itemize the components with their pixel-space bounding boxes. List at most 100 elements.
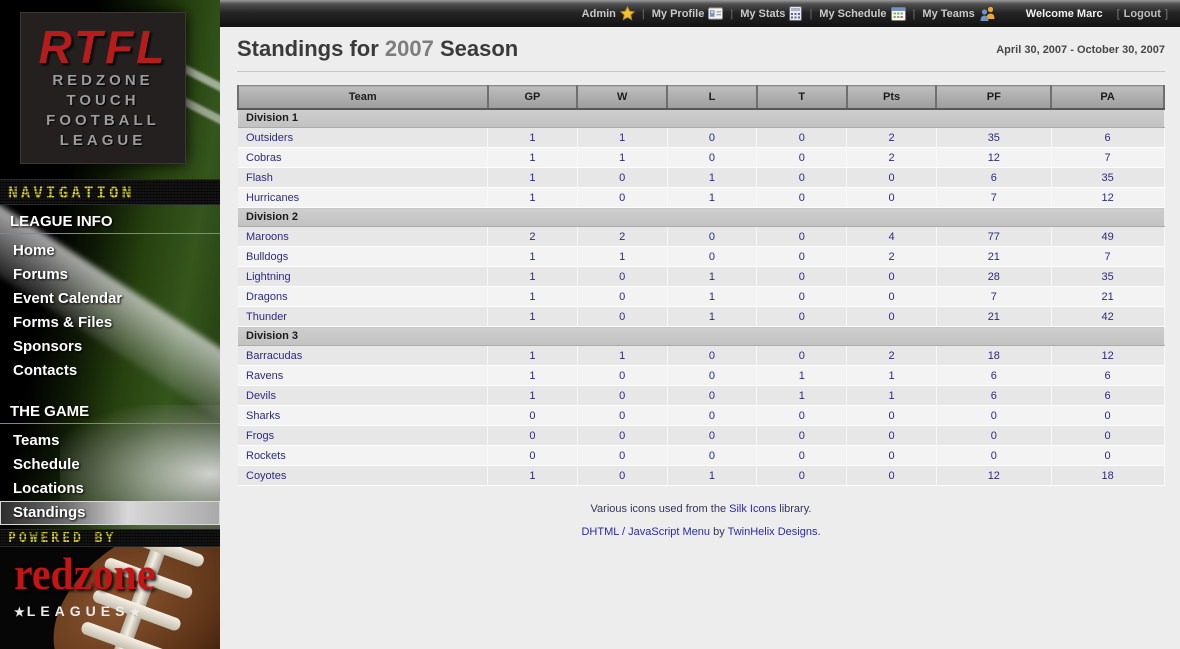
team-name-cell: Coyotes <box>238 465 488 486</box>
stat-cell: 1 <box>487 147 578 168</box>
stat-cell: 0 <box>577 365 668 386</box>
stat-cell: 12 <box>1051 187 1165 208</box>
stat-cell: 6 <box>1051 127 1165 148</box>
team-link[interactable]: Lightning <box>246 270 291 283</box>
column-header-t: T <box>756 85 848 110</box>
stat-cell: 1 <box>756 385 848 406</box>
sidebar-item-forums[interactable]: Forums <box>13 266 69 283</box>
stat-cell: 0 <box>577 425 668 446</box>
column-header-l: L <box>666 85 758 110</box>
sidebar-item-schedule[interactable]: Schedule <box>13 456 80 473</box>
stat-cell: 0 <box>846 266 937 287</box>
team-name-cell: Frogs <box>238 425 488 446</box>
my-teams-menu-item[interactable]: My Teams <box>922 6 995 21</box>
stat-cell: 0 <box>756 246 848 267</box>
my-schedule-menu-item[interactable]: My Schedule <box>819 6 906 21</box>
team-link[interactable]: Barracudas <box>246 349 303 362</box>
stat-cell: 1 <box>667 286 758 307</box>
stat-cell: 1 <box>756 365 848 386</box>
stat-cell: 0 <box>846 465 937 486</box>
redzone-leagues-logo: redzone ★LEAGUES★ <box>0 547 220 649</box>
column-header-team: Team <box>237 85 489 110</box>
separator: | <box>912 7 916 20</box>
sidebar-item-contacts[interactable]: Contacts <box>13 362 78 379</box>
brand-subtitle: ★LEAGUES★ <box>14 603 143 619</box>
silk-icons-link[interactable]: Silk Icons <box>729 503 777 515</box>
sidebar-item-sponsors[interactable]: Sponsors <box>13 338 83 355</box>
stat-cell: 0 <box>756 167 848 188</box>
team-link[interactable]: Devils <box>246 389 276 402</box>
logo-line: REDZONE <box>52 72 154 89</box>
team-link[interactable]: Flash <box>246 171 273 184</box>
stat-cell: 0 <box>756 226 848 247</box>
stat-cell: 18 <box>936 345 1052 366</box>
stat-cell: 1 <box>487 246 578 267</box>
admin-menu-item[interactable]: Admin <box>582 6 635 21</box>
nav-section-league-info: LEAGUE INFO <box>0 205 220 234</box>
division-header-row: Division 1 <box>238 108 1164 128</box>
dhtml-menu-link[interactable]: DHTML / JavaScript Menu <box>581 526 711 538</box>
stat-cell: 12 <box>936 147 1052 168</box>
stat-cell: 21 <box>936 306 1052 327</box>
sidebar-item-event-calendar[interactable]: Event Calendar <box>13 290 123 307</box>
team-name-cell: Devils <box>238 385 488 406</box>
stat-cell: 18 <box>1051 465 1165 486</box>
stat-cell: 0 <box>756 127 848 148</box>
sidebar-item-home[interactable]: Home <box>13 242 55 259</box>
stat-cell: 1 <box>487 187 578 208</box>
stat-cell: 1 <box>487 465 578 486</box>
sidebar-item-forms-files[interactable]: Forms & Files <box>13 314 113 331</box>
stat-cell: 0 <box>577 385 668 406</box>
division-name: Division 1 <box>238 108 1164 128</box>
my-stats-menu-item[interactable]: My Stats <box>740 6 803 21</box>
stat-cell: 1 <box>487 365 578 386</box>
team-link[interactable]: Cobras <box>246 151 282 164</box>
star-icon <box>619 6 635 21</box>
stat-cell: 0 <box>667 385 758 406</box>
stat-cell: 2 <box>487 226 578 247</box>
team-link[interactable]: Thunder <box>246 310 287 323</box>
team-link[interactable]: Bulldogs <box>246 250 289 263</box>
sidebar-item-standings[interactable]: Standings <box>0 501 220 525</box>
team-name-cell: Lightning <box>238 266 488 287</box>
team-row: Hurricanes 1 0 1 0 0 7 12 <box>238 187 1165 208</box>
stat-cell: 0 <box>846 286 937 307</box>
stat-cell: 1 <box>487 345 578 366</box>
team-row: Coyotes 1 0 1 0 0 12 18 <box>238 465 1165 486</box>
sidebar-item-locations[interactable]: Locations <box>13 480 84 497</box>
logout-link[interactable]: Logout <box>1123 7 1161 20</box>
team-row: Thunder 1 0 1 0 0 21 42 <box>238 306 1165 327</box>
stat-cell: 0 <box>756 345 848 366</box>
twinhelix-link[interactable]: TwinHelix Designs <box>727 526 818 538</box>
stat-cell: 2 <box>577 226 668 247</box>
team-link[interactable]: Maroons <box>246 230 289 243</box>
stat-cell: 0 <box>756 465 848 486</box>
team-row: Cobras 1 1 0 0 2 12 7 <box>238 147 1165 168</box>
sidebar-item-teams[interactable]: Teams <box>13 432 60 449</box>
stat-cell: 4 <box>846 226 937 247</box>
stat-cell: 0 <box>846 445 937 466</box>
brand-name: redzone <box>14 550 156 600</box>
stat-cell: 0 <box>756 187 848 208</box>
team-link[interactable]: Frogs <box>246 429 275 442</box>
my-profile-menu-item[interactable]: My Profile <box>652 7 724 20</box>
stat-cell: 1 <box>487 306 578 327</box>
stat-cell: 0 <box>936 445 1052 466</box>
team-link[interactable]: Outsiders <box>246 131 294 144</box>
team-link[interactable]: Sharks <box>246 409 281 422</box>
stat-cell: 0 <box>487 405 578 426</box>
team-link[interactable]: Rockets <box>246 449 286 462</box>
stat-cell: 1 <box>667 306 758 327</box>
team-link[interactable]: Hurricanes <box>246 191 300 204</box>
column-header-gp: GP <box>487 85 579 110</box>
logo-line: FOOTBALL <box>46 112 160 129</box>
stat-cell: 35 <box>1051 167 1165 188</box>
team-link[interactable]: Coyotes <box>246 469 287 482</box>
stat-cell: 35 <box>1051 266 1165 287</box>
stat-cell: 2 <box>846 246 937 267</box>
stat-cell: 0 <box>1051 445 1165 466</box>
stat-cell: 0 <box>487 445 578 466</box>
team-link[interactable]: Dragons <box>246 290 288 303</box>
team-link[interactable]: Ravens <box>246 369 284 382</box>
stat-cell: 1 <box>487 127 578 148</box>
